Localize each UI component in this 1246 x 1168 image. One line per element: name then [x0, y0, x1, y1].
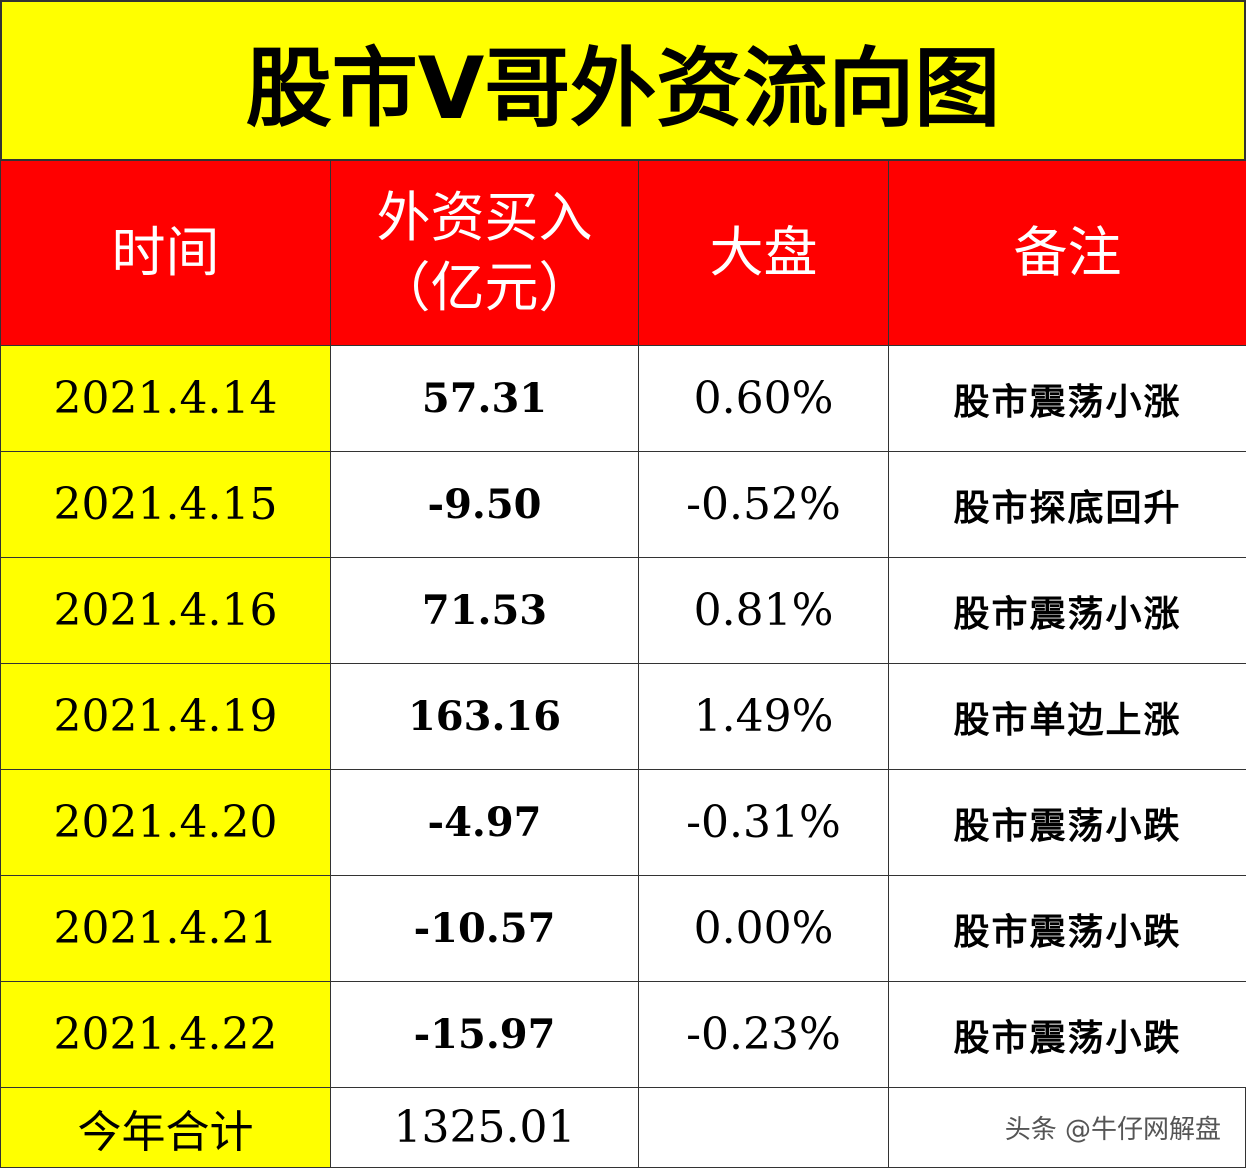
total-label: 今年合计: [0, 1087, 331, 1168]
note-cell: 股市震荡小跌: [888, 769, 1246, 876]
column-header: 时间: [0, 160, 331, 346]
note-cell: 股市震荡小涨: [888, 557, 1246, 664]
inflow-cell: -4.97: [330, 769, 639, 876]
column-header: 大盘: [638, 160, 889, 346]
date-cell: 2021.4.16: [0, 557, 331, 664]
inflow-cell: -15.97: [330, 981, 639, 1088]
note-cell: 股市震荡小跌: [888, 981, 1246, 1088]
index-cell: 0.60%: [638, 345, 889, 452]
inflow-cell: 71.53: [330, 557, 639, 664]
date-cell: 2021.4.20: [0, 769, 331, 876]
index-cell: 0.00%: [638, 875, 889, 982]
column-header: 备注: [888, 160, 1246, 346]
index-cell: -0.23%: [638, 981, 889, 1088]
index-cell: 0.81%: [638, 557, 889, 664]
title: 股市V哥外资流向图: [0, 0, 1246, 161]
column-header: 外资买入 （亿元）: [330, 160, 639, 346]
empty-cell: [638, 1087, 889, 1168]
inflow-cell: 57.31: [330, 345, 639, 452]
index-cell: 1.49%: [638, 663, 889, 770]
index-cell: -0.31%: [638, 769, 889, 876]
date-cell: 2021.4.22: [0, 981, 331, 1088]
note-cell: 股市震荡小涨: [888, 345, 1246, 452]
inflow-cell: 163.16: [330, 663, 639, 770]
date-cell: 2021.4.14: [0, 345, 331, 452]
note-cell: 股市震荡小跌: [888, 875, 1246, 982]
note-cell: 股市单边上涨: [888, 663, 1246, 770]
inflow-cell: -10.57: [330, 875, 639, 982]
note-cell: 股市探底回升: [888, 451, 1246, 558]
watermark: 头条 @牛仔网解盘: [888, 1087, 1246, 1168]
total-value: 1325.01: [330, 1087, 639, 1168]
date-cell: 2021.4.21: [0, 875, 331, 982]
date-cell: 2021.4.19: [0, 663, 331, 770]
index-cell: -0.52%: [638, 451, 889, 558]
inflow-cell: -9.50: [330, 451, 639, 558]
date-cell: 2021.4.15: [0, 451, 331, 558]
